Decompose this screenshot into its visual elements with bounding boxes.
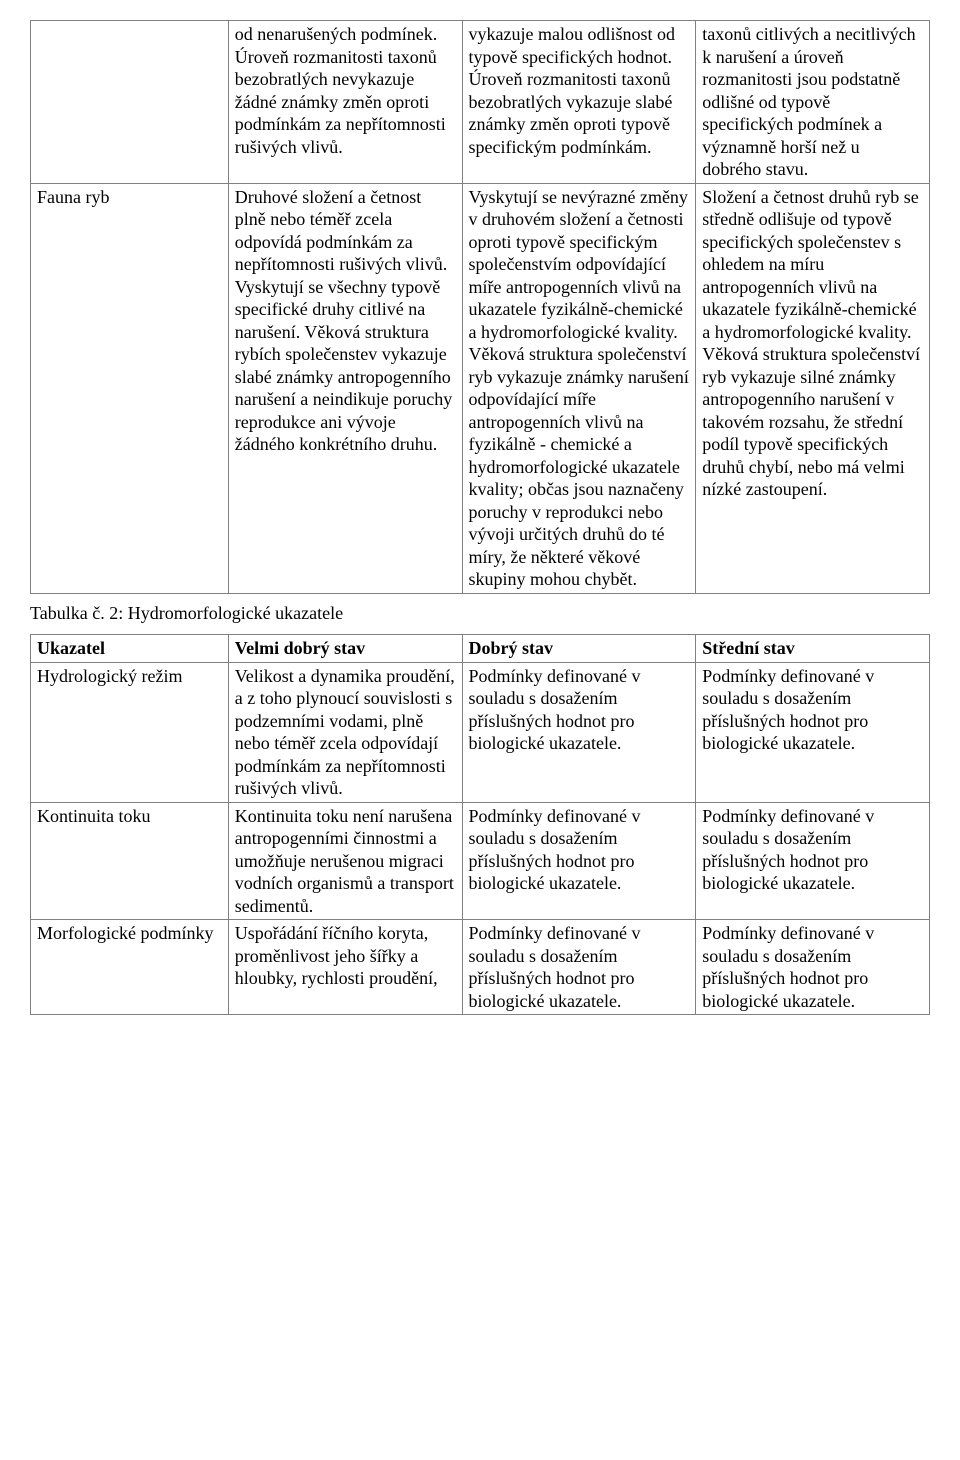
cell-indicator: Hydrologický režim — [31, 662, 229, 802]
hydromorphological-indicators-table: Ukazatel Velmi dobrý stav Dobrý stav Stř… — [30, 634, 930, 1015]
cell-very-good: Uspořádání říčního koryta, proměnlivost … — [228, 920, 462, 1015]
cell-medium: Podmínky definované v souladu s dosažení… — [696, 920, 930, 1015]
cell-medium: Podmínky definované v souladu s dosažení… — [696, 662, 930, 802]
header-good: Dobrý stav — [462, 635, 696, 663]
cell-indicator: Fauna ryb — [31, 183, 229, 593]
header-medium: Střední stav — [696, 635, 930, 663]
cell-very-good: Velikost a dynamika proudění, a z toho p… — [228, 662, 462, 802]
cell-good: vykazuje malou odlišnost od typově speci… — [462, 21, 696, 184]
cell-very-good: Druhové složení a četnost plně nebo témě… — [228, 183, 462, 593]
table-row: Morfologické podmínky Uspořádání říčního… — [31, 920, 930, 1015]
cell-good: Podmínky definované v souladu s dosažení… — [462, 662, 696, 802]
biological-indicators-table: od nenarušených podmínek. Úroveň rozmani… — [30, 20, 930, 594]
cell-indicator: Kontinuita toku — [31, 802, 229, 920]
header-very-good: Velmi dobrý stav — [228, 635, 462, 663]
cell-very-good: od nenarušených podmínek. Úroveň rozmani… — [228, 21, 462, 184]
table-row: Kontinuita toku Kontinuita toku není nar… — [31, 802, 930, 920]
table-row: Hydrologický režim Velikost a dynamika p… — [31, 662, 930, 802]
header-indicator: Ukazatel — [31, 635, 229, 663]
cell-very-good: Kontinuita toku není narušena antropogen… — [228, 802, 462, 920]
cell-medium: taxonů citlivých a necitlivých k narušen… — [696, 21, 930, 184]
table-header-row: Ukazatel Velmi dobrý stav Dobrý stav Stř… — [31, 635, 930, 663]
table-2-caption: Tabulka č. 2: Hydromorfologické ukazatel… — [30, 602, 930, 625]
cell-indicator: Morfologické podmínky — [31, 920, 229, 1015]
cell-medium: Složení a četnost druhů ryb se středně o… — [696, 183, 930, 593]
table-row: od nenarušených podmínek. Úroveň rozmani… — [31, 21, 930, 184]
cell-good: Podmínky definované v souladu s dosažení… — [462, 920, 696, 1015]
cell-medium: Podmínky definované v souladu s dosažení… — [696, 802, 930, 920]
cell-indicator — [31, 21, 229, 184]
cell-good: Podmínky definované v souladu s dosažení… — [462, 802, 696, 920]
table-row: Fauna ryb Druhové složení a četnost plně… — [31, 183, 930, 593]
cell-good: Vyskytují se nevýrazné změny v druhovém … — [462, 183, 696, 593]
